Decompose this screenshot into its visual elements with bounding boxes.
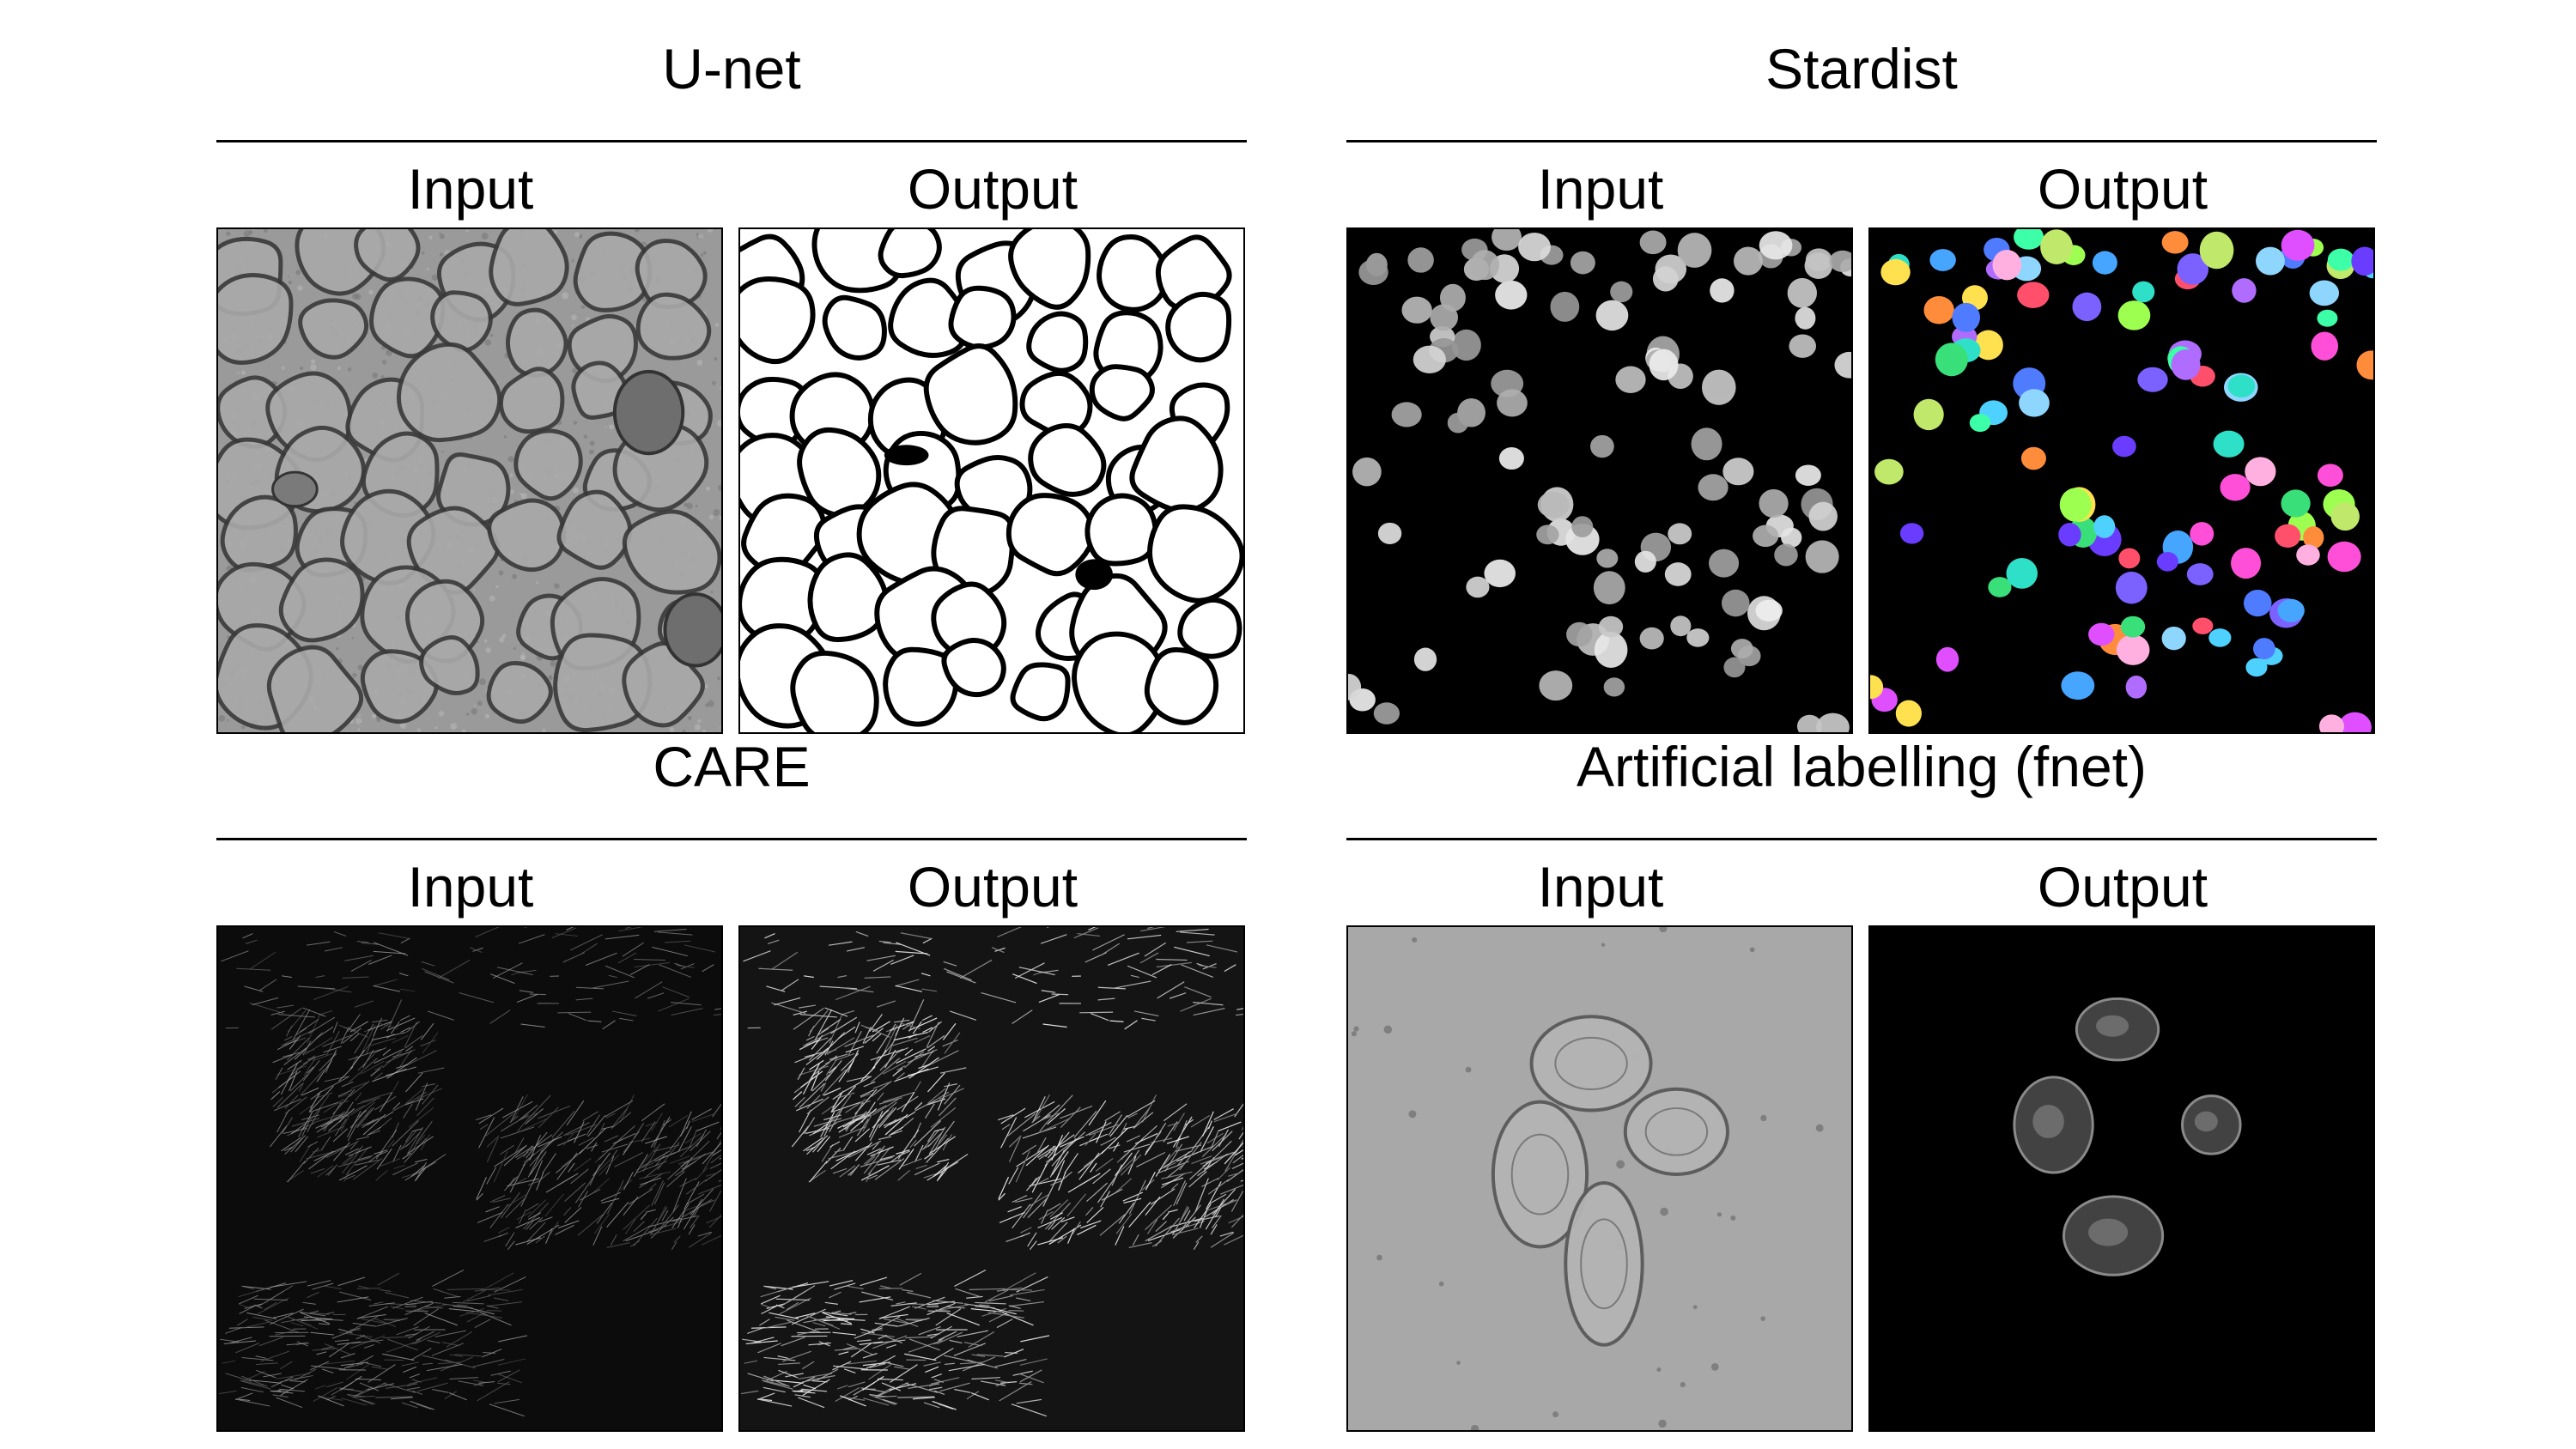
stardist-input-image [1346, 227, 1853, 734]
input-label: Input [1537, 157, 1664, 221]
title-rule [1346, 140, 2377, 142]
panel-title-stardist: Stardist [1765, 37, 1958, 100]
panel-title-unet: U-net [662, 37, 801, 100]
care-input-image [216, 925, 723, 1432]
care-output-image [738, 925, 1245, 1432]
unet-input-image [216, 227, 723, 734]
panel-stardist: Stardist Input Output [1346, 34, 2377, 734]
output-label: Output [907, 855, 1078, 919]
input-label: Input [407, 157, 534, 221]
unet-output-image [738, 227, 1245, 734]
panel-title-fnet: Artificial labelling (fnet) [1577, 735, 2147, 798]
fnet-output-image [1868, 925, 2375, 1432]
input-label: Input [407, 855, 534, 919]
panel-fnet: Artificial labelling (fnet) Input Output [1346, 732, 2377, 1432]
panel-unet: U-net Input Output [216, 34, 1247, 734]
output-label: Output [2037, 157, 2208, 221]
title-rule [1346, 838, 2377, 840]
panel-title-care: CARE [653, 735, 811, 798]
title-rule [216, 838, 1247, 840]
input-label: Input [1537, 855, 1664, 919]
output-label: Output [2037, 855, 2208, 919]
fnet-input-image [1346, 925, 1853, 1432]
panel-care: CARE Input Output [216, 732, 1247, 1432]
title-rule [216, 140, 1247, 142]
stardist-output-image [1868, 227, 2375, 734]
output-label: Output [907, 157, 1078, 221]
